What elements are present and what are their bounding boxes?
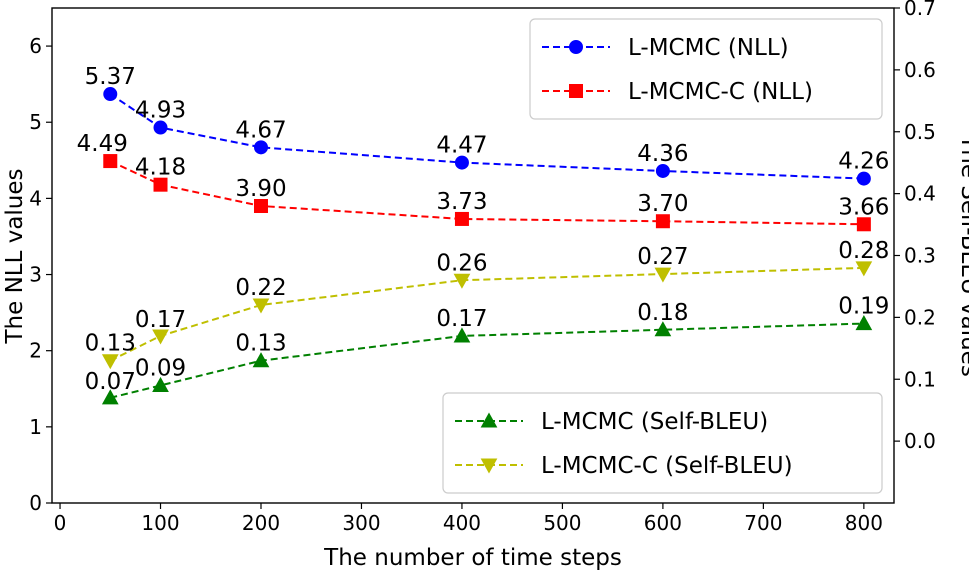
data-label: 0.27 bbox=[637, 244, 688, 270]
data-point bbox=[253, 140, 268, 155]
y-left-tick-label: 2 bbox=[29, 339, 42, 363]
data-label: 0.19 bbox=[838, 294, 889, 320]
data-label: 4.36 bbox=[637, 141, 688, 167]
x-tick-label: 300 bbox=[342, 511, 380, 535]
y-left-tick-label: 0 bbox=[29, 491, 42, 515]
y-right-tick-label: 0.1 bbox=[904, 367, 936, 391]
x-tick-label: 500 bbox=[543, 511, 581, 535]
y-right-tick-label: 0.4 bbox=[904, 182, 936, 206]
series-line bbox=[109, 266, 864, 362]
data-point bbox=[856, 217, 871, 232]
data-point bbox=[152, 376, 169, 392]
x-tick-label: 0 bbox=[54, 511, 67, 535]
data-label: 0.07 bbox=[85, 369, 136, 395]
data-point bbox=[252, 352, 270, 368]
data-label: 0.13 bbox=[85, 331, 136, 357]
y-right-tick-label: 0.5 bbox=[904, 120, 936, 144]
legend-marker-swatch bbox=[569, 40, 583, 54]
data-point bbox=[101, 389, 119, 405]
legend-entry-label: L-MCMC (NLL) bbox=[628, 35, 789, 61]
data-label: 3.73 bbox=[436, 189, 487, 215]
data-labels-layer: 5.37 4.93 4.67 4.47 4.36 4.26 4.49 4.18 3.90 3.73… bbox=[77, 64, 890, 395]
data-point bbox=[103, 154, 118, 169]
data-point bbox=[655, 214, 670, 229]
data-point bbox=[103, 87, 118, 102]
data-point bbox=[253, 199, 268, 213]
x-tick-label: 700 bbox=[744, 511, 782, 535]
y-right-tick-label: 0.2 bbox=[904, 305, 936, 329]
data-label: 4.47 bbox=[436, 133, 487, 159]
data-point bbox=[453, 327, 471, 343]
data-point bbox=[856, 171, 871, 186]
data-label: 0.13 bbox=[235, 331, 286, 357]
y-right-tick-label: 0.6 bbox=[904, 58, 936, 82]
legend-layer: L-MCMC (NLL) L-MCMC-C (NLL) L-MCMC (Self-B… bbox=[442, 18, 883, 494]
data-point bbox=[454, 155, 469, 170]
legend-entry-label: L-MCMC (Self-BLEU) bbox=[541, 409, 768, 435]
series-line bbox=[109, 93, 864, 180]
data-label: 4.26 bbox=[838, 149, 889, 175]
data-label: 0.22 bbox=[235, 275, 286, 301]
y-left-tick-label: 6 bbox=[29, 34, 42, 58]
y-left-tick-label: 4 bbox=[29, 186, 42, 210]
data-point bbox=[654, 321, 672, 337]
y-left-tick-label: 3 bbox=[29, 263, 42, 287]
data-label: 0.18 bbox=[637, 300, 688, 326]
y-axis-right-label: The Self-BLEU values bbox=[956, 134, 969, 377]
y-right-tick-label: 0.0 bbox=[904, 429, 936, 453]
data-label: 0.09 bbox=[135, 355, 186, 381]
legend-marker-swatch bbox=[569, 84, 583, 98]
data-label: 0.26 bbox=[436, 250, 487, 276]
data-point bbox=[655, 163, 670, 178]
data-label: 4.93 bbox=[135, 98, 186, 124]
data-label: 5.37 bbox=[85, 64, 136, 90]
x-tick-label: 100 bbox=[141, 511, 179, 535]
data-label: 4.67 bbox=[235, 117, 286, 143]
data-label: 3.66 bbox=[838, 194, 889, 220]
data-label: 3.70 bbox=[637, 191, 688, 217]
data-point bbox=[252, 298, 270, 314]
data-point bbox=[855, 261, 873, 277]
y-left-tick-label: 1 bbox=[29, 415, 42, 439]
legend-box bbox=[442, 392, 883, 494]
data-label: 0.17 bbox=[436, 306, 487, 332]
x-tick-label: 600 bbox=[644, 511, 682, 535]
data-point bbox=[101, 354, 119, 370]
legend-entry-label: L-MCMC-C (Self-BLEU) bbox=[541, 453, 793, 479]
x-axis-label: The number of time steps bbox=[323, 545, 622, 571]
data-label: 0.28 bbox=[838, 238, 889, 264]
data-point bbox=[453, 273, 471, 289]
data-label: 3.90 bbox=[235, 176, 286, 202]
x-tick-label: 400 bbox=[443, 511, 481, 535]
legend-marker-swatch bbox=[480, 458, 498, 474]
y-axis-left-label: The NLL values bbox=[2, 168, 28, 344]
data-label: 0.17 bbox=[135, 307, 186, 333]
legend-entry-label: L-MCMC-C (NLL) bbox=[628, 79, 813, 105]
data-point bbox=[153, 120, 168, 135]
y-right-tick-label: 0.3 bbox=[904, 244, 936, 268]
x-tick-label: 200 bbox=[242, 511, 280, 535]
series-line bbox=[110, 322, 864, 399]
data-label: 4.18 bbox=[135, 155, 186, 181]
data-point bbox=[654, 267, 672, 283]
series-line bbox=[109, 160, 864, 226]
data-label: 4.49 bbox=[77, 131, 128, 157]
data-point bbox=[152, 329, 169, 345]
legend-marker-swatch bbox=[480, 412, 498, 428]
y-right-tick-label: 0.7 bbox=[904, 0, 936, 20]
data-point bbox=[153, 177, 168, 192]
plot-frame bbox=[51, 7, 895, 504]
data-point bbox=[454, 211, 469, 226]
y-left-tick-label: 5 bbox=[29, 110, 42, 134]
legend-box bbox=[529, 18, 883, 120]
ticks-layer: 0 100 200 300 400 500 600 700 800 0 1 2 3 4 5 6 0.0 0.1 0.… bbox=[29, 0, 936, 535]
x-tick-label: 800 bbox=[845, 511, 883, 535]
series-layer bbox=[101, 87, 873, 405]
data-point bbox=[855, 315, 873, 331]
